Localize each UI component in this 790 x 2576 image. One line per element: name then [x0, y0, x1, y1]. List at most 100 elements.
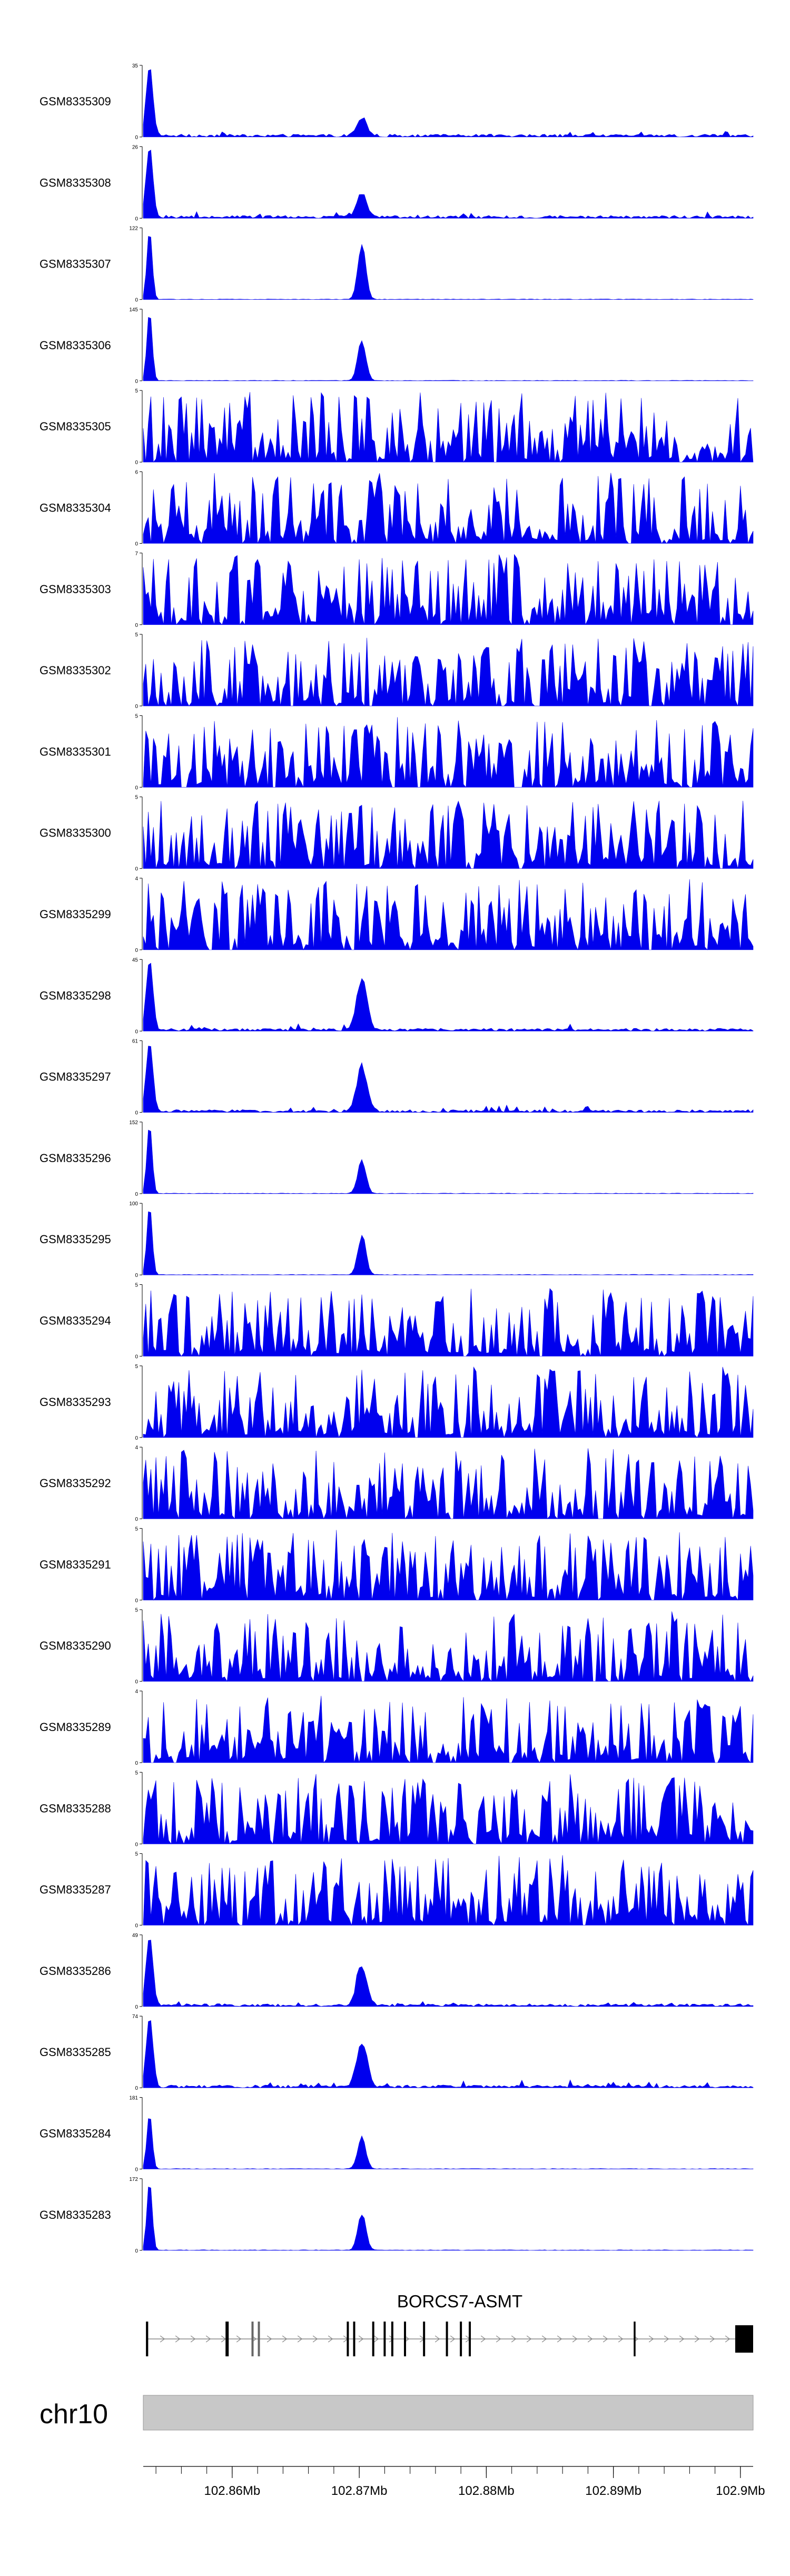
gene-exon: [423, 2322, 426, 2356]
y-axis-max-label: 152: [129, 1120, 138, 1126]
signal-area: [143, 1288, 754, 1357]
signal-area: [143, 717, 754, 788]
gene-exon: [258, 2322, 260, 2356]
gene-name-label: BORCS7-ASMT: [397, 2292, 522, 2311]
track-label: GSM8335303: [39, 583, 111, 596]
track-label: GSM8335286: [39, 1964, 111, 1978]
y-axis-max-label: 4: [135, 876, 138, 882]
chromosome-label: chr10: [39, 2399, 108, 2430]
track-label: GSM8335307: [39, 258, 111, 271]
track-GSM8335301: GSM8335301 5 0: [39, 713, 754, 791]
signal-area: [143, 1366, 754, 1438]
track-GSM8335288: GSM8335288 5 0: [39, 1770, 754, 1847]
y-axis-max-label: 122: [129, 226, 138, 232]
gene-exon: [383, 2322, 386, 2356]
y-axis-max-label: 5: [135, 1364, 138, 1370]
signal-area: [143, 150, 754, 219]
strand-arrow: [175, 2335, 181, 2343]
y-axis-max-label: 172: [129, 2177, 138, 2182]
y-axis-max-label: 5: [135, 1852, 138, 1857]
y-axis-max-label: 5: [135, 795, 138, 801]
gene-terminal-exon: [735, 2325, 753, 2353]
strand-arrow: [664, 2335, 669, 2343]
track-GSM8335294: GSM8335294 5 0: [39, 1283, 754, 1360]
signal-area: [143, 1855, 754, 1926]
signal-area: [143, 800, 754, 869]
strand-arrow: [572, 2335, 578, 2343]
signal-area: [143, 637, 754, 707]
track-GSM8335297: GSM8335297 61 0: [39, 1039, 754, 1116]
track-GSM8335295: GSM8335295 100 0: [39, 1201, 754, 1279]
gene-track: BORCS7-ASMT: [146, 2292, 753, 2356]
signal-area: [143, 1530, 754, 1601]
y-axis-max-label: 49: [132, 1933, 139, 1939]
track-GSM8335291: GSM8335291 5 0: [39, 1526, 754, 1604]
track-label: GSM8335287: [39, 1883, 111, 1896]
x-axis-tick-label: 102.9Mb: [716, 2484, 765, 2498]
strand-arrow: [205, 2335, 211, 2343]
y-axis-min-label: 0: [135, 1598, 138, 1604]
track-label: GSM8335293: [39, 1395, 111, 1409]
y-axis-max-label: 5: [135, 1283, 138, 1289]
signal-area: [143, 554, 754, 625]
track-label: GSM8335296: [39, 1152, 111, 1165]
y-axis-max-label: 181: [129, 2096, 138, 2101]
signal-area: [143, 962, 754, 1031]
y-axis-min-label: 0: [135, 2086, 138, 2091]
strand-arrow: [358, 2335, 364, 2343]
y-axis-min-label: 0: [135, 1517, 138, 1522]
strand-arrow: [725, 2335, 730, 2343]
y-axis-max-label: 100: [129, 1201, 138, 1207]
strand-arrow: [557, 2335, 562, 2343]
y-axis-min-label: 0: [135, 2004, 138, 2010]
genome-axis: 102.86Mb 102.87Mb 102.88Mb 102.89Mb 102.9Mb: [143, 2466, 765, 2498]
strand-arrow: [526, 2335, 532, 2343]
signal-area: [143, 2020, 754, 2088]
strand-arrow: [434, 2335, 440, 2343]
track-GSM8335290: GSM8335290 5 0: [39, 1608, 754, 1685]
track-label: GSM8335298: [39, 989, 111, 1002]
track-label: GSM8335301: [39, 745, 111, 758]
y-axis-min-label: 0: [135, 704, 138, 710]
y-axis-max-label: 7: [135, 551, 138, 557]
strand-arrow: [709, 2335, 715, 2343]
track-GSM8335287: GSM8335287 5 0: [39, 1852, 754, 1929]
strand-arrow: [587, 2335, 593, 2343]
track-label: GSM8335283: [39, 2208, 111, 2221]
coverage-tracks: GSM8335309 35 0 GSM8335308 26 0 GSM8335307 122 0…: [39, 63, 754, 2254]
track-label: GSM8335289: [39, 1720, 111, 1734]
y-axis-max-label: 4: [135, 1445, 138, 1451]
gene-exon: [225, 2322, 229, 2356]
gene-exon: [251, 2322, 254, 2356]
strand-arrow: [373, 2335, 379, 2343]
y-axis-min-label: 0: [135, 867, 138, 872]
signal-area: [143, 1696, 754, 1764]
signal-area: [143, 879, 754, 951]
track-GSM8335293: GSM8335293 5 0: [39, 1364, 754, 1441]
y-axis-max-label: 145: [129, 307, 138, 313]
y-axis-min-label: 0: [135, 1110, 138, 1116]
track-GSM8335302: GSM8335302 5 0: [39, 632, 754, 710]
track-label: GSM8335302: [39, 664, 111, 677]
strand-arrow: [541, 2335, 547, 2343]
gene-exon: [347, 2322, 349, 2356]
track-GSM8335300: GSM8335300 5 0: [39, 795, 754, 872]
track-GSM8335306: GSM8335306 145 0: [39, 307, 754, 385]
track-GSM8335307: GSM8335307 122 0: [39, 226, 754, 303]
track-GSM8335303: GSM8335303 7 0: [39, 551, 754, 628]
track-GSM8335299: GSM8335299 4 0: [39, 876, 754, 953]
signal-area: [143, 1611, 754, 1682]
track-label: GSM8335284: [39, 2127, 111, 2140]
gene-first-exon: [146, 2322, 149, 2356]
track-label: GSM8335288: [39, 1802, 111, 1815]
y-axis-max-label: 5: [135, 1526, 138, 1532]
strand-arrow: [160, 2335, 165, 2343]
y-axis-min-label: 0: [135, 1842, 138, 1847]
gene-exon: [634, 2322, 636, 2356]
signal-area: [143, 392, 754, 463]
signal-area: [143, 2118, 754, 2169]
ideogram-band: [143, 2395, 754, 2431]
y-axis-min-label: 0: [135, 135, 138, 141]
y-axis-min-label: 0: [135, 623, 138, 628]
y-axis-min-label: 0: [135, 460, 138, 466]
